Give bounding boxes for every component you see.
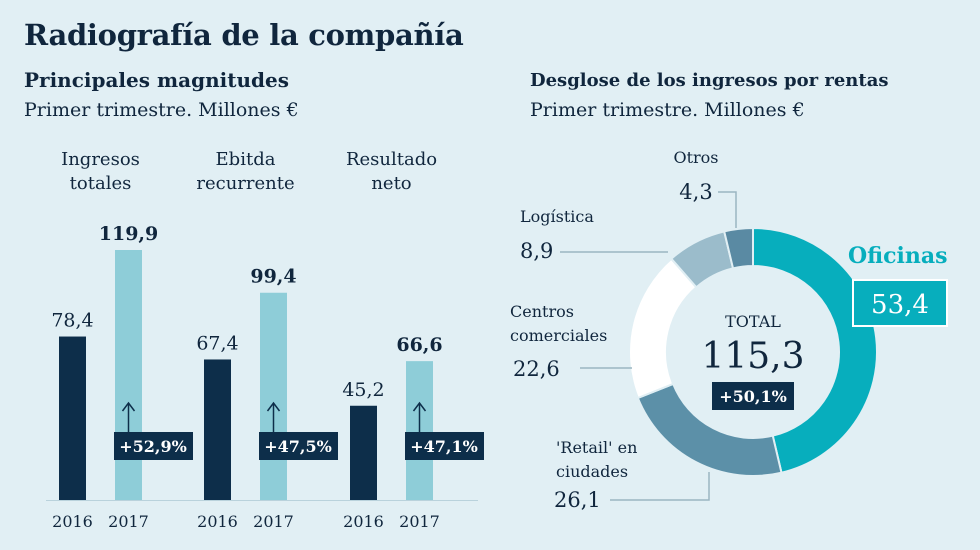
group-label: recurrente	[196, 173, 294, 194]
slice-value-otros: 4,3	[679, 180, 712, 204]
center-change-badge	[712, 382, 794, 410]
center-change-text: +50,1%	[719, 387, 787, 406]
slice-value-logistica: 8,9	[520, 239, 553, 263]
change-badge	[259, 432, 338, 460]
slice-label-centros: comerciales	[510, 326, 607, 345]
year-label: 2017	[108, 512, 149, 531]
group-label: Ingresos	[61, 149, 140, 170]
slice-value-centros: 22,6	[513, 357, 560, 381]
bar-2016	[350, 405, 377, 500]
bar-value-2016: 67,4	[196, 332, 238, 354]
bar-panel-title: Principales magnitudes	[24, 68, 289, 92]
donut-chart: TOTAL 115,3 +50,1% Oficinas 53,4 Otros 4,3 Logí…	[510, 148, 948, 512]
donut-slice	[628, 257, 698, 400]
year-label: 2017	[399, 512, 440, 531]
change-badge	[405, 432, 484, 460]
bar-value-2016: 45,2	[342, 379, 384, 401]
donut-panel-subtitle: Primer trimestre. Millones €	[530, 99, 805, 121]
slice-label-retail: ciudades	[556, 462, 628, 481]
bar-value-2017: 66,6	[396, 334, 442, 356]
change-badge-text: +52,9%	[119, 437, 187, 456]
bar-2016	[59, 336, 86, 500]
year-label: 2016	[52, 512, 93, 531]
main-title: Radiografía de la compañía	[24, 18, 464, 52]
bar-2016	[204, 359, 231, 500]
slice-value-retail: 26,1	[554, 488, 601, 512]
group-label: Resultado	[346, 149, 437, 170]
slice-label-oficinas: Oficinas	[848, 243, 948, 269]
up-arrow-icon	[266, 401, 281, 412]
slice-label-centros: Centros	[510, 302, 574, 321]
bar-value-2016: 78,4	[51, 310, 93, 332]
leader-line-retail	[610, 472, 710, 501]
change-badge-text: +47,1%	[410, 437, 478, 456]
bar-value-2017: 119,9	[99, 223, 159, 245]
group-label: neto	[371, 173, 411, 194]
bar-value-2017: 99,4	[250, 266, 296, 288]
bar-2017	[115, 250, 142, 500]
bar-panel-subtitle: Primer trimestre. Millones €	[24, 99, 299, 121]
slice-label-otros: Otros	[673, 148, 718, 167]
year-label: 2016	[197, 512, 238, 531]
donut-panel-title: Desglose de los ingresos por rentas	[530, 70, 889, 91]
donut-slice	[723, 226, 754, 270]
bar-chart: Ingresos totales 78,4 119,9 2016 2017 +52,9% Eb…	[46, 149, 484, 531]
year-label: 2017	[253, 512, 294, 531]
center-label: TOTAL	[725, 312, 781, 331]
donut-slice	[752, 226, 878, 474]
up-arrow-icon	[412, 401, 427, 412]
up-arrow-icon	[121, 401, 136, 412]
group-label: totales	[70, 173, 132, 194]
oficinas-value-box	[852, 279, 948, 327]
slice-label-retail: 'Retail' en	[556, 438, 637, 457]
change-badge-text: +47,5%	[264, 437, 332, 456]
year-label: 2016	[343, 512, 384, 531]
bar-2017	[260, 292, 287, 500]
slice-label-logistica: Logística	[520, 207, 594, 226]
change-badge	[114, 432, 193, 460]
center-total: 115,3	[701, 336, 804, 377]
slice-value-oficinas: 53,4	[871, 290, 929, 320]
group-label: Ebitda	[216, 149, 276, 170]
leader-line-otros	[718, 191, 737, 228]
